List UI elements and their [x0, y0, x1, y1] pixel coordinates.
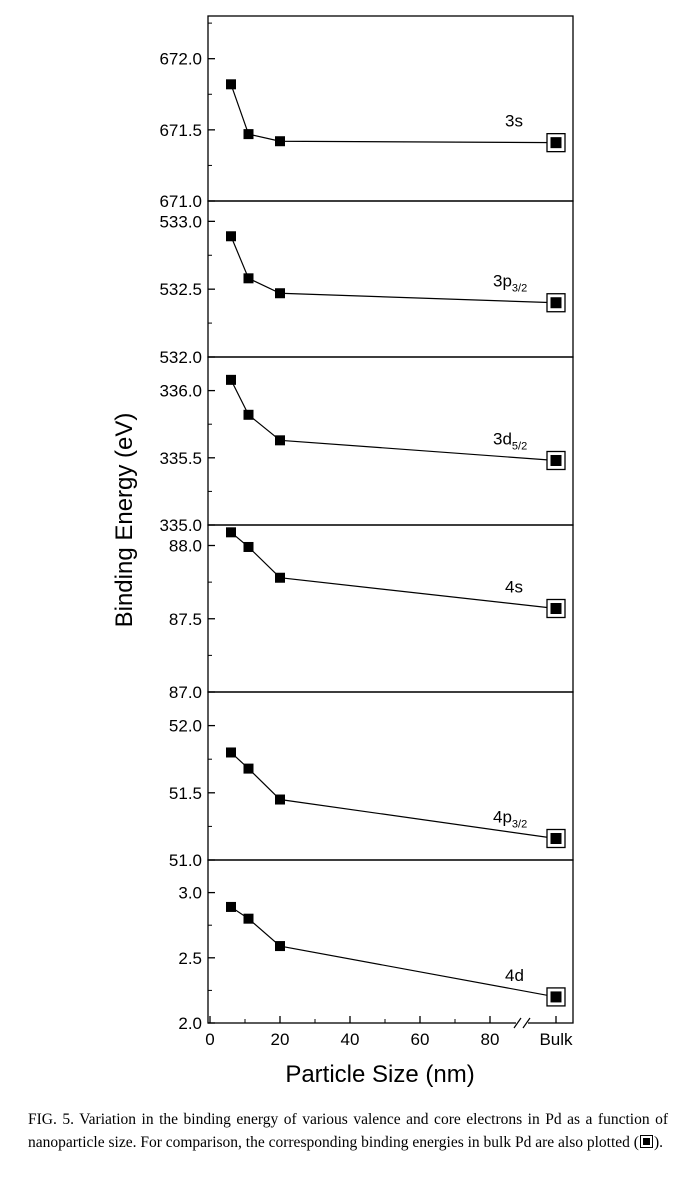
- series-line: [230, 531, 557, 610]
- panel-4: 87.0 87.5 88.0 4s: [169, 524, 574, 702]
- axis-break-mark: [522, 1017, 531, 1029]
- x-axis-title: Particle Size (nm): [285, 1061, 474, 1088]
- y-tick-label: 533.0: [159, 212, 202, 231]
- panel-frame: [207, 524, 574, 693]
- axis-break-mark: [513, 1017, 522, 1029]
- series-line: [230, 84, 557, 144]
- panel-5: 51.0 51.5 52.0 4p3/2: [169, 691, 574, 870]
- panel-label-subscript: 3/2: [512, 283, 527, 295]
- panel-3: 335.0 335.5 336.0 3d5/2: [159, 356, 574, 535]
- data-point: [243, 541, 254, 552]
- data-point: [275, 572, 285, 583]
- data-point: [275, 288, 285, 299]
- data-point: [275, 136, 285, 147]
- bulk-data-point: [550, 832, 562, 844]
- y-tick-label: 335.5: [159, 449, 202, 468]
- panel-2: 532.0 532.5 533.0 3p3/2: [159, 200, 574, 367]
- panel-frame: [207, 15, 574, 202]
- bulk-data-point: [550, 454, 562, 466]
- bulk-data-point: [550, 297, 562, 309]
- axis-break-gap: [516, 1019, 528, 1027]
- x-tick-label: 80: [481, 1030, 500, 1049]
- bulk-data-point: [550, 137, 562, 149]
- y-tick-label: 532.0: [159, 348, 202, 367]
- x-tick-label-bulk: Bulk: [539, 1030, 573, 1049]
- y-tick-label: 52.0: [169, 717, 202, 736]
- panel-label: 3p3/2: [493, 272, 527, 295]
- data-point: [275, 794, 285, 805]
- y-tick-label: 671.5: [159, 121, 202, 140]
- bulk-data-point: [550, 991, 562, 1003]
- data-point: [243, 409, 254, 420]
- binding-energy-figure: 671.0 671.5 672.0 3s 532.0 532.5 533.0 3p3/2 335…: [111, 15, 574, 1088]
- data-point: [226, 374, 236, 385]
- panel-frame: [207, 200, 574, 358]
- y-tick-label: 87.5: [169, 610, 202, 629]
- y-tick-label: 2.5: [178, 949, 202, 968]
- caption-text: FIG. 5. Variation in the binding energy …: [28, 1111, 668, 1151]
- panel-1: 671.0 671.5 672.0 3s: [159, 15, 574, 211]
- caption-text-end: ).: [653, 1134, 664, 1151]
- panel-label-subscript: 5/2: [512, 440, 527, 452]
- series-line: [230, 906, 557, 998]
- y-tick-label: 51.5: [169, 784, 202, 803]
- data-point: [226, 79, 236, 90]
- panel-label: 4s: [505, 578, 523, 597]
- panel-label: 4d: [505, 966, 524, 985]
- y-tick-label: 2.0: [178, 1014, 202, 1033]
- data-point: [275, 941, 285, 952]
- x-tick-label: 60: [411, 1030, 430, 1049]
- series-line: [230, 236, 557, 304]
- bulk-data-point: [550, 603, 562, 614]
- series-line: [230, 379, 557, 462]
- data-point: [226, 527, 236, 538]
- y-tick-label: 335.0: [159, 516, 202, 535]
- y-axis-title: Binding Energy (eV): [111, 413, 138, 628]
- y-tick-label: 532.5: [159, 280, 202, 299]
- panel-label: 4p3/2: [493, 807, 527, 830]
- panel-label-subscript: 3/2: [512, 818, 527, 830]
- panel-6: 2.0 2.5 3.0 4d: [178, 859, 574, 1033]
- bulk-marker-icon: [639, 1135, 653, 1148]
- data-point: [226, 747, 236, 758]
- data-point: [275, 435, 285, 446]
- y-tick-label: 336.0: [159, 382, 202, 401]
- figure-caption: FIG. 5. Variation in the binding energy …: [28, 1108, 668, 1154]
- data-point: [226, 901, 236, 912]
- y-tick-label: 3.0: [178, 884, 202, 903]
- y-tick-label: 671.0: [159, 192, 202, 211]
- data-point: [243, 763, 254, 774]
- data-point: [226, 231, 236, 242]
- y-tick-label: 51.0: [169, 851, 202, 870]
- x-tick-label: 0: [205, 1030, 214, 1049]
- panel-label: 3s: [505, 112, 523, 131]
- y-tick-label: 88.0: [169, 537, 202, 556]
- x-tick-label: 40: [341, 1030, 360, 1049]
- series-line: [230, 752, 557, 840]
- x-tick-label: 20: [271, 1030, 290, 1049]
- data-point: [243, 129, 254, 140]
- y-tick-label: 87.0: [169, 683, 202, 702]
- data-point: [243, 273, 254, 284]
- data-point: [243, 913, 254, 924]
- panel-frame: [207, 859, 574, 1024]
- panel-label: 3d5/2: [493, 429, 527, 452]
- x-axis: 0 20 40 60 80 Bulk: [205, 1016, 573, 1049]
- panel-frame: [207, 691, 574, 861]
- y-tick-label: 672.0: [159, 50, 202, 69]
